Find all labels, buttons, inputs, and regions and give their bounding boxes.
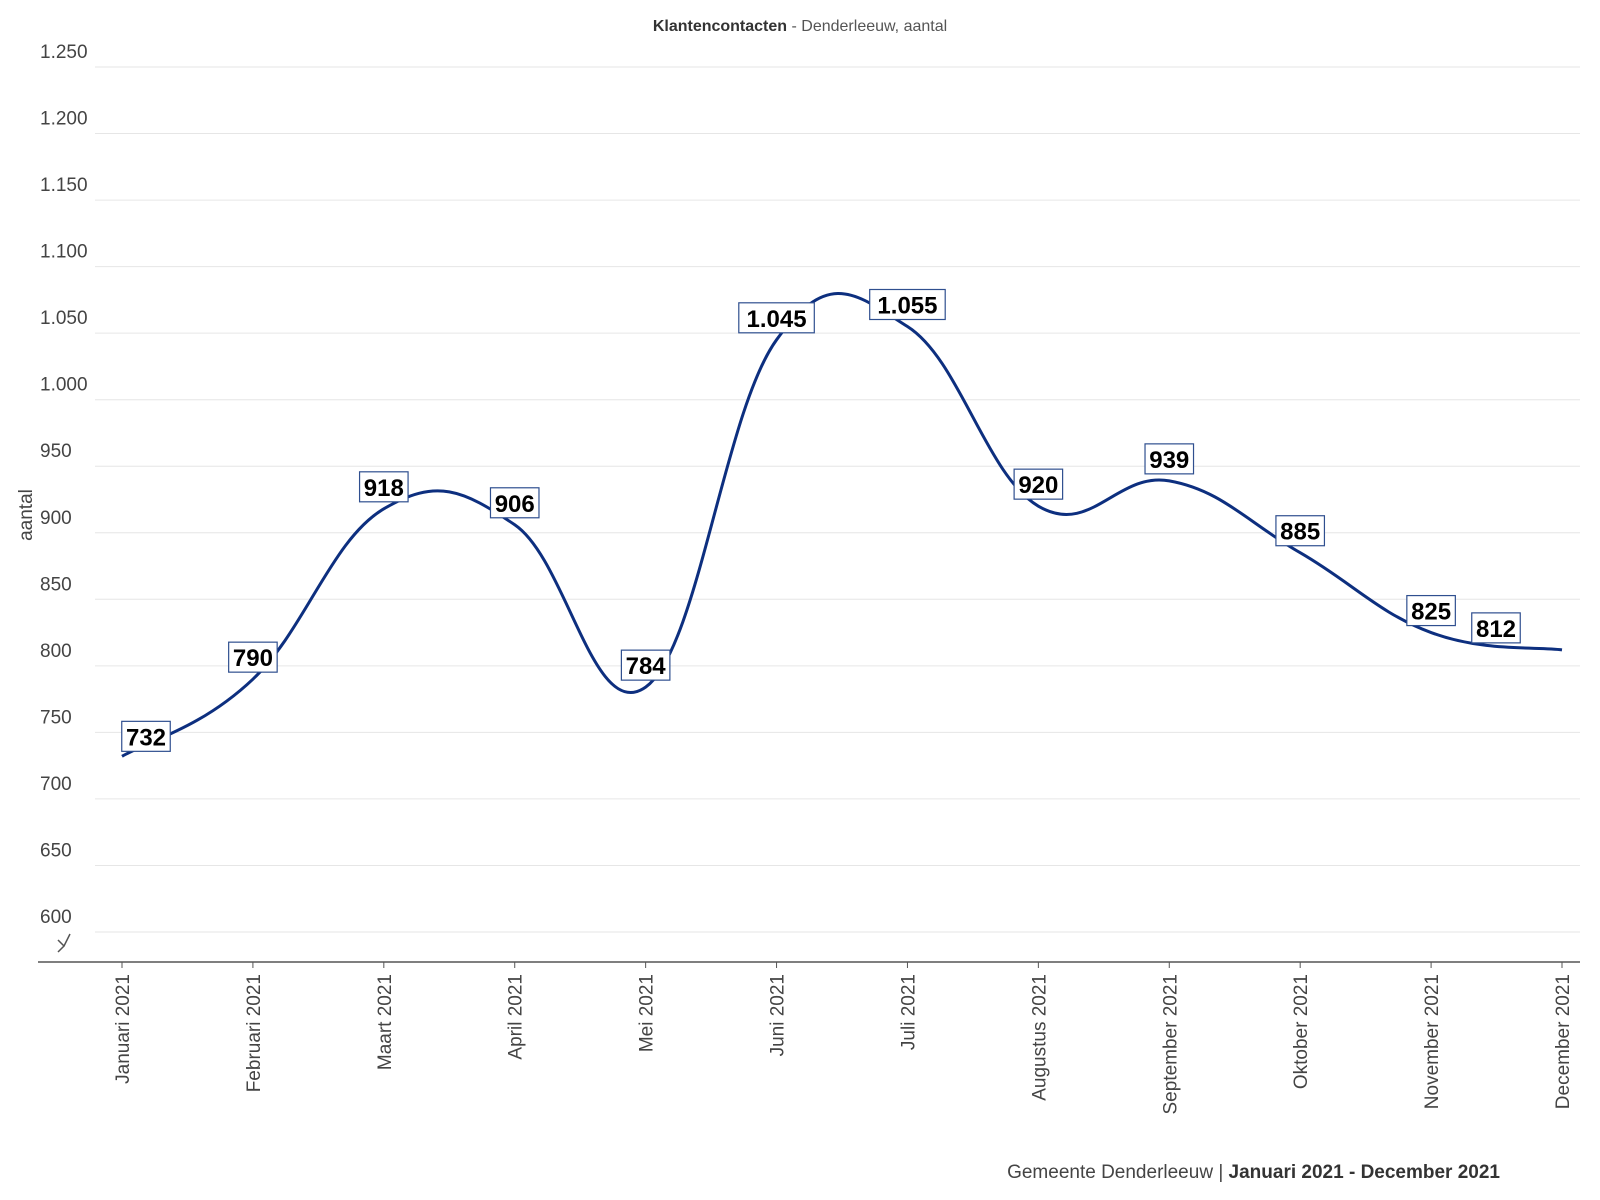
data-label-box <box>1275 515 1326 547</box>
data-label: 790 <box>228 641 278 673</box>
x-tick-label: November 2021 <box>1422 974 1443 1109</box>
data-label-text: 1.045 <box>747 306 807 333</box>
data-label-box <box>1013 468 1064 500</box>
data-label-text: 732 <box>126 724 166 751</box>
y-axis-ticks: 600 650 700 750 800 850 900 950 1.000 1.050 1.100 1… <box>40 42 88 928</box>
data-label-text: 825 <box>1411 599 1451 626</box>
gridlines <box>95 66 1580 933</box>
data-label-box <box>358 471 409 503</box>
y-tick-label: 700 <box>40 774 72 795</box>
y-tick-label: 1.050 <box>40 308 88 329</box>
data-label-text: 812 <box>1476 616 1516 643</box>
footer-source: Gemeente Denderleeuw | Januari 2021 - De… <box>1007 1162 1500 1184</box>
data-label: 885 <box>1275 515 1326 547</box>
data-label-box <box>489 487 540 519</box>
x-tick-label: Juni 2021 <box>768 974 789 1056</box>
data-label-text: 784 <box>626 653 667 680</box>
data-label: 1.055 <box>869 288 946 321</box>
y-tick-label: 1.200 <box>40 109 88 130</box>
x-tick-label: Juli 2021 <box>898 974 919 1050</box>
data-label-box <box>738 302 815 334</box>
chart-title-main: Klantencontacten <box>653 18 787 35</box>
x-tick-label: Maart 2021 <box>375 974 396 1070</box>
data-label: 939 <box>1144 443 1195 475</box>
data-label: 784 <box>620 649 671 681</box>
data-label-text: 939 <box>1149 447 1189 474</box>
x-tick-label: April 2021 <box>506 974 527 1060</box>
x-tick-label: Oktober 2021 <box>1291 974 1312 1089</box>
x-tick-label: Augustus 2021 <box>1029 974 1050 1101</box>
data-label-text: 920 <box>1018 472 1058 499</box>
x-tick-label: Januari 2021 <box>113 974 134 1084</box>
y-tick-label: 1.100 <box>40 242 88 263</box>
y-tick-label: 850 <box>40 574 72 595</box>
data-label-box <box>1471 612 1521 644</box>
data-labels: 732 790 918 906 784 1.045 1.055 920 939 885 825 812 <box>121 288 1521 752</box>
data-label-text: 885 <box>1280 519 1320 546</box>
data-label-text: 1.055 <box>877 293 937 320</box>
x-tick-label: December 2021 <box>1553 974 1574 1109</box>
y-tick-label: 600 <box>40 907 72 928</box>
y-tick-label: 1.000 <box>40 375 88 396</box>
y-tick-label: 1.250 <box>40 42 88 63</box>
data-label: 918 <box>358 471 409 503</box>
data-label-box <box>620 649 671 681</box>
data-label-text: 790 <box>233 645 273 672</box>
y-axis-label: aantal <box>16 489 37 541</box>
y-tick-label: 1.150 <box>40 175 88 196</box>
data-label-text: 906 <box>495 491 535 518</box>
data-label: 825 <box>1406 594 1456 627</box>
y-tick-label: 800 <box>40 641 72 662</box>
data-label-box <box>1406 594 1456 627</box>
y-tick-label: 650 <box>40 840 72 861</box>
x-tick-label: Februari 2021 <box>244 974 265 1092</box>
footer-source-name: Gemeente Denderleeuw <box>1007 1162 1214 1183</box>
y-tick-label: 750 <box>40 707 72 728</box>
chart-title: Klantencontacten - Denderleeuw, aantal <box>653 18 947 35</box>
series-line <box>121 292 1563 758</box>
data-label: 906 <box>489 487 540 519</box>
data-label-box <box>869 288 946 321</box>
footer-period: Januari 2021 - December 2021 <box>1228 1162 1500 1183</box>
chart-subtitle: Denderleeuw, aantal <box>801 18 947 35</box>
x-tick-label: Mei 2021 <box>637 974 658 1052</box>
chart-title-separator: - <box>787 18 801 35</box>
x-axis-ticks: Januari 2021 Februari 2021 Maart 2021 April… <box>113 962 1574 1115</box>
footer-separator: | <box>1213 1162 1229 1183</box>
data-label: 920 <box>1013 468 1064 500</box>
data-label-box <box>1144 443 1195 475</box>
data-label: 1.045 <box>738 302 815 334</box>
data-label: 812 <box>1471 612 1521 644</box>
data-label-box <box>228 641 278 673</box>
data-label-text: 918 <box>364 475 404 502</box>
x-tick-label: September 2021 <box>1160 974 1181 1115</box>
y-tick-label: 900 <box>40 508 72 529</box>
axis-break-icon <box>57 933 71 953</box>
data-label-box <box>121 720 171 752</box>
data-label: 732 <box>121 720 171 752</box>
y-tick-label: 950 <box>40 441 72 462</box>
